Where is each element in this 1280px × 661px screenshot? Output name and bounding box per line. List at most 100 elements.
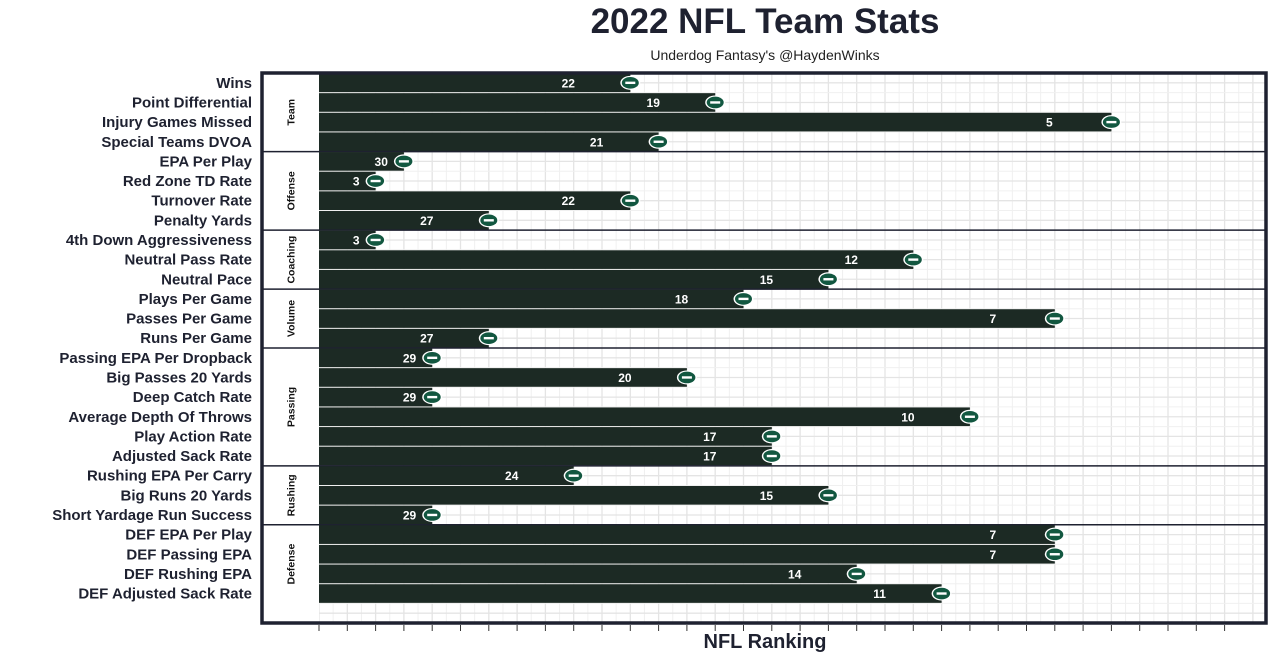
logo-wordmark xyxy=(427,395,438,399)
category-label: Penalty Yards xyxy=(154,212,252,229)
category-label: Plays Per Game xyxy=(139,291,252,308)
category-label: Turnover Rate xyxy=(151,193,252,210)
facet-label: Defense xyxy=(286,543,298,584)
rank-data-label: 3 xyxy=(353,175,360,189)
facet-label: Passing xyxy=(286,387,298,427)
bar xyxy=(319,230,376,250)
category-label: 4th Down Aggressiveness xyxy=(66,232,252,249)
logo-wordmark xyxy=(851,572,862,576)
jets-logo-icon xyxy=(478,213,499,228)
logo-wordmark xyxy=(370,238,381,242)
logo-wordmark xyxy=(738,297,749,301)
logo-wordmark xyxy=(625,199,636,202)
jets-logo-icon xyxy=(365,174,386,189)
jets-logo-icon xyxy=(733,291,754,306)
logo-wordmark xyxy=(427,513,438,517)
logo-wordmark xyxy=(823,494,834,497)
logo-wordmark xyxy=(398,160,409,163)
bar xyxy=(319,407,970,427)
rank-data-label: 20 xyxy=(618,371,632,385)
facet-label: Rushing xyxy=(286,474,298,516)
bar xyxy=(319,505,433,525)
category-label: Injury Games Missed xyxy=(102,114,252,131)
logo-wordmark xyxy=(908,258,919,261)
category-label: DEF Adjusted Sack Rate xyxy=(78,586,252,603)
jets-logo-icon xyxy=(365,232,386,247)
logo-wordmark xyxy=(427,356,438,360)
jets-logo-icon xyxy=(846,566,867,581)
logo-wordmark xyxy=(964,415,975,418)
rank-data-label: 15 xyxy=(760,273,774,287)
category-label: Big Runs 20 Yards xyxy=(121,487,252,504)
rank-data-label: 29 xyxy=(403,508,417,522)
category-label: DEF Rushing EPA xyxy=(124,566,252,583)
rank-data-label: 27 xyxy=(420,214,434,228)
bar xyxy=(319,132,659,152)
jets-logo-icon xyxy=(393,154,414,169)
panel-border xyxy=(260,71,1268,625)
rank-data-label: 17 xyxy=(703,430,717,444)
rank-data-label: 5 xyxy=(1046,116,1053,130)
bar xyxy=(319,112,1112,132)
category-label: Passes Per Game xyxy=(126,311,252,328)
facet-label: Volume xyxy=(286,300,298,337)
logo-wordmark xyxy=(370,179,381,183)
category-label: DEF Passing EPA xyxy=(126,546,252,563)
jets-logo-icon xyxy=(422,507,443,522)
category-label: EPA Per Play xyxy=(159,153,252,170)
bar xyxy=(319,152,404,171)
jets-logo-icon xyxy=(422,390,443,405)
bar xyxy=(319,211,489,230)
rank-data-label: 29 xyxy=(403,351,417,365)
bar xyxy=(319,525,1055,544)
bar xyxy=(319,584,942,603)
bar xyxy=(319,289,744,309)
logo-wordmark xyxy=(568,474,579,477)
bar xyxy=(319,427,772,446)
facet-label: Offense xyxy=(286,171,298,210)
bar xyxy=(319,250,914,269)
facet-label: Team xyxy=(286,99,298,126)
category-label: Deep Catch Rate xyxy=(133,389,252,406)
bar xyxy=(319,328,489,348)
jets-logo-icon xyxy=(478,331,499,346)
category-label: DEF EPA Per Play xyxy=(125,527,252,544)
jets-logo-icon xyxy=(676,370,697,385)
jets-logo-icon xyxy=(1044,311,1065,326)
bar xyxy=(319,387,433,407)
rank-data-label: 29 xyxy=(403,391,417,405)
rank-data-label: 7 xyxy=(989,528,996,542)
bar xyxy=(319,191,631,210)
rank-data-label: 22 xyxy=(562,76,576,90)
chart-subtitle: Underdog Fantasy's @HaydenWinks xyxy=(650,47,880,63)
bar xyxy=(319,564,857,584)
category-label: Rushing EPA Per Carry xyxy=(87,468,253,485)
rank-data-label: 22 xyxy=(562,194,576,208)
category-label: Short Yardage Run Success xyxy=(52,507,252,524)
logo-wordmark xyxy=(653,140,664,143)
rank-data-label: 27 xyxy=(420,332,434,346)
jets-logo-icon xyxy=(1101,115,1122,130)
bar xyxy=(319,309,1055,328)
jets-logo-icon xyxy=(761,449,782,464)
bar xyxy=(319,544,1055,564)
logo-wordmark xyxy=(766,435,777,438)
rank-data-label: 30 xyxy=(375,155,389,169)
jets-logo-icon xyxy=(903,252,924,267)
category-label: Passing EPA Per Dropback xyxy=(59,350,252,367)
jets-logo-icon xyxy=(818,488,839,503)
jets-logo-icon xyxy=(761,429,782,444)
rank-data-label: 19 xyxy=(647,96,661,110)
category-label: Red Zone TD Rate xyxy=(123,173,252,190)
rank-data-label: 18 xyxy=(675,292,689,306)
logo-wordmark xyxy=(710,101,721,104)
category-label: Big Passes 20 Yards xyxy=(106,369,252,386)
bar xyxy=(319,466,574,485)
bar xyxy=(319,73,631,93)
logo-wordmark xyxy=(823,278,834,281)
category-label: Runs Per Game xyxy=(140,330,252,347)
jets-logo-icon xyxy=(705,95,726,110)
jets-logo-icon xyxy=(931,586,952,601)
logo-wordmark xyxy=(483,219,494,222)
